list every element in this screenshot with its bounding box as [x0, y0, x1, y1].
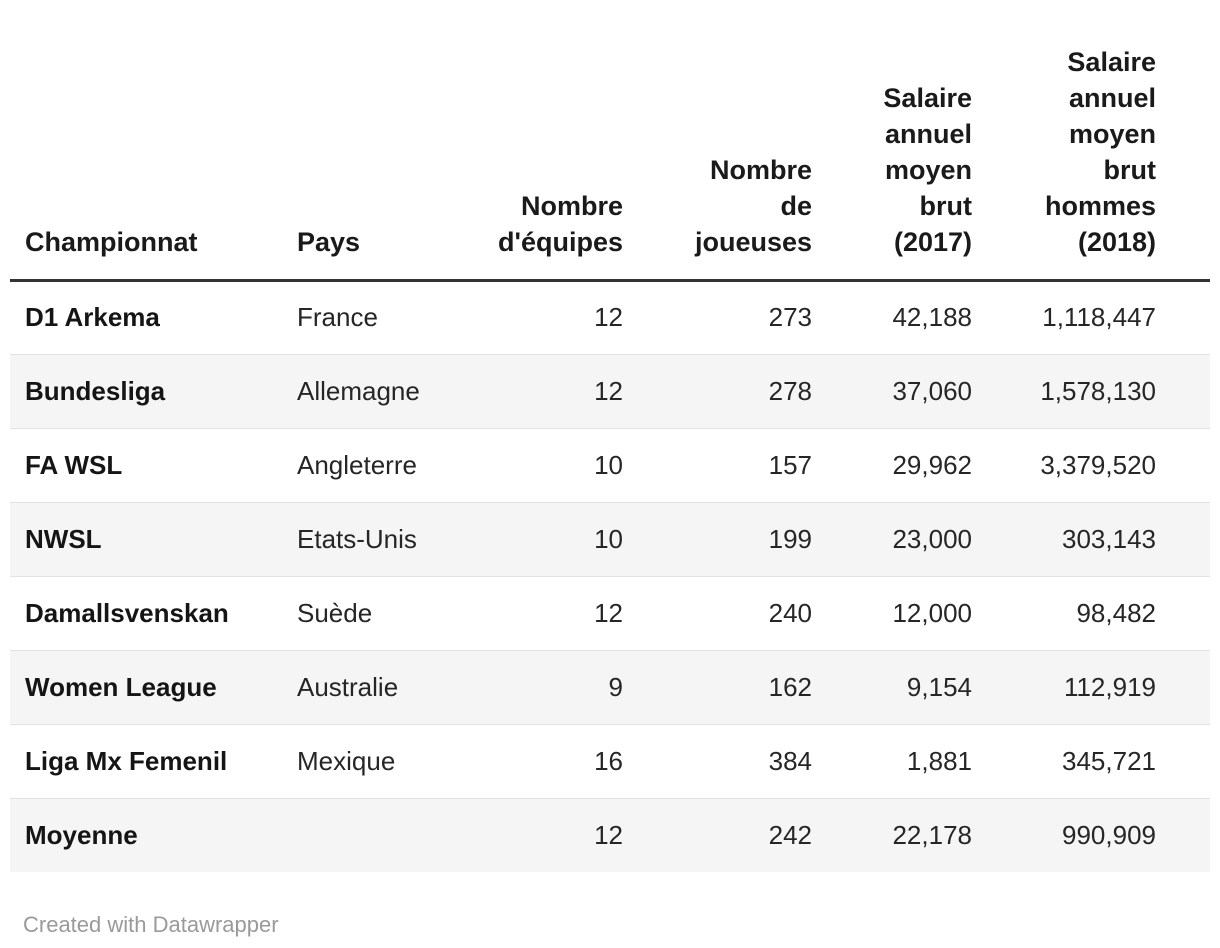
cell-championnat: Women League	[10, 649, 285, 724]
cell: 278	[633, 353, 822, 428]
cell: 990,909	[982, 797, 1210, 872]
cell: 23,000	[822, 501, 982, 576]
cell: 273	[768, 302, 812, 332]
cell: 9,154	[822, 649, 982, 724]
cell: 29,962	[822, 427, 982, 502]
table-row: FA WSL Angleterre 10 157 29,962 3,379,520	[10, 427, 1210, 502]
cell: 37,060	[822, 353, 982, 428]
table-row: Damallsvenskan Suède 12 240 12,000 98,482	[10, 575, 1210, 650]
table-row: NWSL Etats-Unis 10 199 23,000 303,143	[10, 501, 1210, 576]
column-header-pays: Pays	[285, 0, 450, 282]
cell: 12	[450, 797, 633, 872]
cell: 303,143	[982, 501, 1210, 576]
cell-championnat: NWSL	[10, 501, 285, 576]
cell-championnat: D1 Arkema	[25, 302, 160, 332]
cell: 242	[633, 797, 822, 872]
table-row: Liga Mx Femenil Mexique 16 384 1,881 345,721	[10, 723, 1210, 798]
cell: 1,881	[822, 723, 982, 798]
cell: 162	[633, 649, 822, 724]
cell: 9	[450, 649, 633, 724]
datawrapper-table-chart: Championnat Pays Nombre d'équipes Nombre…	[10, 0, 1210, 937]
cell: 199	[633, 501, 822, 576]
cell: Mexique	[285, 723, 450, 798]
table-row: Moyenne 12 242 22,178 990,909	[10, 797, 1210, 872]
cell: 22,178	[822, 797, 982, 872]
cell: Australie	[285, 649, 450, 724]
cell: 12,000	[822, 575, 982, 650]
cell: Etats-Unis	[285, 501, 450, 576]
table-row: Women League Australie 9 162 9,154 112,919	[10, 649, 1210, 724]
cell: 112,919	[982, 649, 1210, 724]
cell-championnat: Moyenne	[10, 797, 285, 872]
cell: 10	[450, 501, 633, 576]
table-row: Bundesliga Allemagne 12 278 37,060 1,578,130	[10, 353, 1210, 428]
cell: 3,379,520	[982, 427, 1210, 502]
column-header-championnat: Championnat	[10, 0, 285, 282]
chart-footer: Created with Datawrapper	[23, 913, 1200, 937]
table-body: D1 Arkema France 12 273 42,188 1,118,447 Bunde…	[10, 280, 1210, 872]
table-row: D1 Arkema France 12 273 42,188 1,118,447	[10, 280, 1210, 354]
salary-table: Championnat Pays Nombre d'équipes Nombre…	[10, 0, 1210, 872]
datawrapper-credit-link[interactable]: Created with Datawrapper	[23, 912, 279, 937]
cell: 42,188	[892, 302, 972, 332]
cell-championnat: FA WSL	[10, 427, 285, 502]
cell: 1,578,130	[982, 353, 1210, 428]
cell: 12	[450, 575, 633, 650]
cell-championnat: Bundesliga	[10, 353, 285, 428]
header-row: Championnat Pays Nombre d'équipes Nombre…	[10, 0, 1210, 282]
cell: 10	[450, 427, 633, 502]
column-header-salaire-2017: Salaire annuel moyen brut (2017)	[822, 0, 982, 282]
cell: Allemagne	[285, 353, 450, 428]
column-header-nombre-joueuses: Nombre de joueuses	[633, 0, 822, 282]
cell	[285, 797, 450, 872]
cell: 345,721	[982, 723, 1210, 798]
cell-championnat: Damallsvenskan	[10, 575, 285, 650]
cell-championnat: Liga Mx Femenil	[10, 723, 285, 798]
cell: 98,482	[982, 575, 1210, 650]
table-header: Championnat Pays Nombre d'équipes Nombre…	[10, 0, 1210, 282]
column-header-nombre-equipes: Nombre d'équipes	[450, 0, 633, 282]
cell: Suède	[285, 575, 450, 650]
cell: 16	[450, 723, 633, 798]
cell: 12	[450, 353, 633, 428]
cell: France	[297, 302, 378, 332]
cell: 157	[633, 427, 822, 502]
cell: Angleterre	[285, 427, 450, 502]
cell: 12	[594, 302, 623, 332]
cell: 1,118,447	[1042, 302, 1156, 332]
cell: 240	[633, 575, 822, 650]
cell: 384	[633, 723, 822, 798]
column-header-salaire-hommes-2018: Salaire annuel moyen brut hommes (2018)	[982, 0, 1210, 282]
